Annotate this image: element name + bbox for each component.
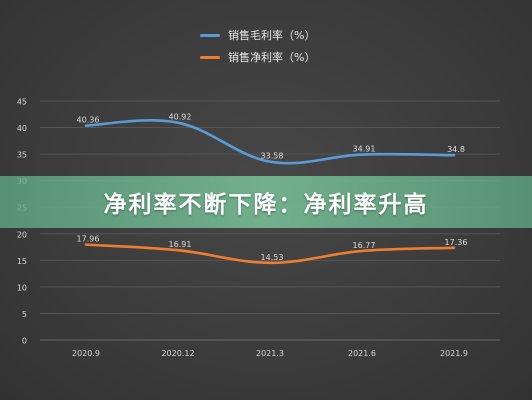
y-tick-label: 15 [17, 257, 27, 266]
data-label: 14.53 [261, 253, 284, 262]
data-label: 33.58 [261, 152, 284, 161]
legend-label-net-margin: 销售净利率（%） [228, 51, 316, 64]
legend: 销售毛利率（%） 销售净利率（%） [200, 24, 315, 68]
legend-label-gross-margin: 销售毛利率（%） [228, 29, 316, 42]
data-label: 17.96 [77, 235, 100, 244]
y-tick-label: 5 [22, 310, 27, 319]
y-tick-label: 10 [17, 283, 27, 292]
data-label: 16.77 [353, 241, 376, 250]
data-label: 34.8 [447, 145, 465, 154]
data-label: 34.91 [353, 145, 376, 154]
x-tick-label: 2020.12 [161, 349, 194, 358]
data-label: 40.36 [77, 116, 100, 125]
legend-swatch-net-margin [200, 55, 220, 59]
data-label: 17.36 [445, 238, 468, 247]
y-tick-label: 0 [22, 337, 27, 346]
data-label: 16.91 [169, 240, 192, 249]
series-line-gross-margin [84, 119, 456, 165]
legend-item-gross-margin: 销售毛利率（%） [200, 24, 315, 46]
x-tick-label: 2020.9 [72, 349, 100, 358]
y-tick-label: 45 [17, 98, 27, 107]
series-line-net-margin [84, 243, 456, 265]
legend-item-net-margin: 销售净利率（%） [200, 46, 315, 68]
y-tick-label: 35 [17, 151, 27, 160]
legend-swatch-gross-margin [200, 33, 220, 37]
data-label: 40.92 [169, 113, 192, 122]
y-tick-label: 20 [17, 230, 27, 239]
x-tick-label: 2021.3 [256, 349, 284, 358]
x-tick-label: 2021.6 [348, 349, 376, 358]
headline-banner: 净利率不断下降：净利率升高 [0, 176, 532, 228]
y-tick-label: 40 [17, 124, 27, 133]
headline-text: 净利率不断下降：净利率升高 [103, 192, 429, 218]
x-tick-label: 2021.9 [440, 349, 468, 358]
